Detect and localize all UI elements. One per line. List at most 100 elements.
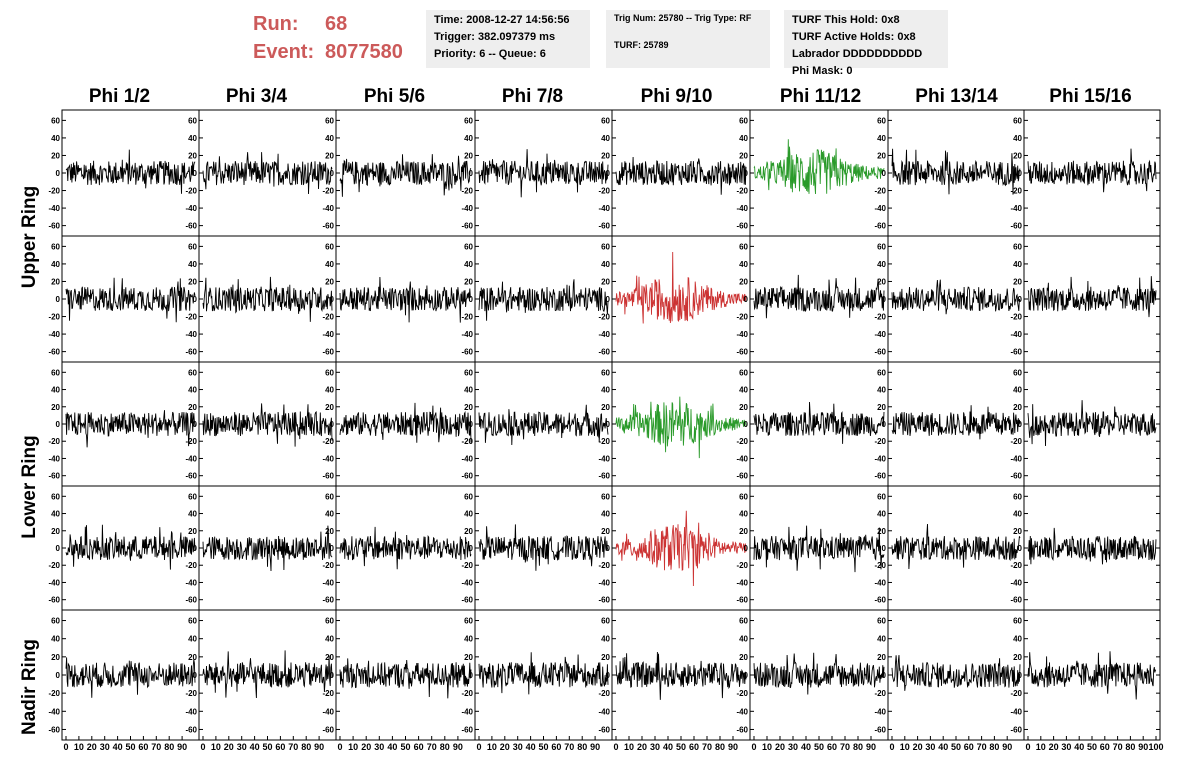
y-tick-label: 60: [1013, 617, 1022, 626]
y-tick-label: -60: [598, 472, 610, 481]
x-tick-label: 50: [951, 742, 961, 752]
y-tick-label: -20: [1010, 437, 1022, 446]
y-tick-label: 40: [877, 134, 886, 143]
y-tick-label: -60: [874, 596, 886, 605]
y-tick-label: 60: [51, 617, 60, 626]
waveform-trace: [1027, 148, 1157, 193]
x-tick-label: 40: [938, 742, 948, 752]
y-tick-label: -60: [185, 596, 197, 605]
y-tick-label: 0: [744, 671, 749, 680]
y-tick-label: 0: [1018, 420, 1023, 429]
y-tick-label: -60: [461, 596, 473, 605]
y-tick-label: 0: [193, 420, 198, 429]
x-tick-label: 90: [590, 742, 600, 752]
y-tick-label: 20: [51, 403, 60, 412]
y-tick-label: -20: [1010, 313, 1022, 322]
x-tick-label: 60: [551, 742, 561, 752]
run-label: Run:: [253, 13, 299, 35]
y-tick-label: -40: [185, 707, 197, 716]
x-tick-label: 0: [1025, 742, 1030, 752]
y-tick-label: 60: [464, 368, 473, 377]
waveform-trace: [65, 149, 196, 194]
y-tick-label: -40: [874, 454, 886, 463]
y-tick-label: 40: [464, 510, 473, 519]
x-tick-label: 80: [577, 742, 587, 752]
y-tick-label: 20: [464, 403, 473, 412]
y-tick-label: 40: [464, 134, 473, 143]
y-tick-label: -40: [598, 707, 610, 716]
y-tick-label: 60: [188, 617, 197, 626]
y-tick-label: 40: [188, 635, 197, 644]
y-tick-label: 40: [877, 635, 886, 644]
y-tick-label: 20: [1013, 151, 1022, 160]
x-tick-label: 20: [500, 742, 510, 752]
x-tick-label: 90: [1002, 742, 1012, 752]
y-tick-label: -40: [1010, 330, 1022, 339]
y-tick-label: 20: [464, 151, 473, 160]
y-tick-label: -40: [48, 578, 60, 587]
waveform-trace: [202, 152, 333, 195]
y-tick-label: -60: [736, 725, 748, 734]
y-tick-label: 40: [325, 260, 334, 269]
waveform-trace: [478, 524, 609, 571]
y-tick-label: 40: [51, 510, 60, 519]
x-tick-label: 60: [138, 742, 148, 752]
y-tick-label: 20: [877, 403, 886, 412]
y-tick-label: 20: [51, 151, 60, 160]
x-tick-label: 90: [453, 742, 463, 752]
x-tick-label: 70: [427, 742, 437, 752]
y-tick-label: -60: [874, 725, 886, 734]
y-tick-label: 60: [739, 617, 748, 626]
x-tick-label: 0: [889, 742, 894, 752]
phi-header-6: Phi 11/12: [779, 86, 862, 107]
y-tick-label: 40: [325, 134, 334, 143]
y-tick-label: 20: [739, 653, 748, 662]
y-tick-label: 40: [1013, 635, 1022, 644]
y-tick-label: 60: [325, 492, 334, 501]
y-tick-label: 20: [877, 151, 886, 160]
y-tick-label: 0: [744, 420, 749, 429]
y-tick-label: 40: [877, 510, 886, 519]
x-tick-label: 10: [74, 742, 84, 752]
x-tick-label: 40: [526, 742, 536, 752]
y-tick-label: -40: [461, 204, 473, 213]
y-tick-label: -40: [1010, 454, 1022, 463]
waveform-trace: [202, 525, 333, 572]
y-tick-label: -40: [736, 204, 748, 213]
y-tick-label: 60: [325, 116, 334, 125]
x-tick-label: 10: [762, 742, 772, 752]
x-tick-label: 40: [1074, 742, 1084, 752]
x-tick-label: 60: [1100, 742, 1110, 752]
waveform-trace: [478, 404, 609, 446]
y-tick-label: -60: [322, 725, 334, 734]
waveform-trace: [65, 524, 196, 570]
y-tick-label: 60: [1013, 368, 1022, 377]
y-tick-label: -60: [736, 348, 748, 357]
y-tick-label: 60: [739, 368, 748, 377]
y-tick-label: 0: [469, 544, 474, 553]
y-tick-label: 0: [744, 544, 749, 553]
waveform-trace: [65, 657, 196, 698]
y-tick-label: 60: [601, 368, 610, 377]
y-tick-label: -20: [322, 437, 334, 446]
y-tick-label: 0: [882, 544, 887, 553]
y-tick-label: -20: [48, 561, 60, 570]
y-tick-label: 20: [325, 653, 334, 662]
y-tick-label: -60: [322, 596, 334, 605]
y-tick-label: 60: [739, 116, 748, 125]
waveform-trace: [891, 405, 1021, 440]
y-tick-label: -20: [736, 313, 748, 322]
y-tick-label: 40: [739, 386, 748, 395]
waveform-trace: [615, 396, 747, 459]
y-tick-label: -60: [598, 725, 610, 734]
x-tick-label: 50: [538, 742, 548, 752]
y-tick-label: -20: [185, 437, 197, 446]
x-tick-label: 70: [564, 742, 574, 752]
y-tick-label: 60: [51, 368, 60, 377]
y-tick-label: -40: [461, 330, 473, 339]
phi-header-8: Phi 15/16: [1049, 86, 1132, 107]
y-tick-label: 60: [1013, 116, 1022, 125]
y-tick-label: -60: [185, 222, 197, 231]
y-tick-label: 20: [739, 151, 748, 160]
